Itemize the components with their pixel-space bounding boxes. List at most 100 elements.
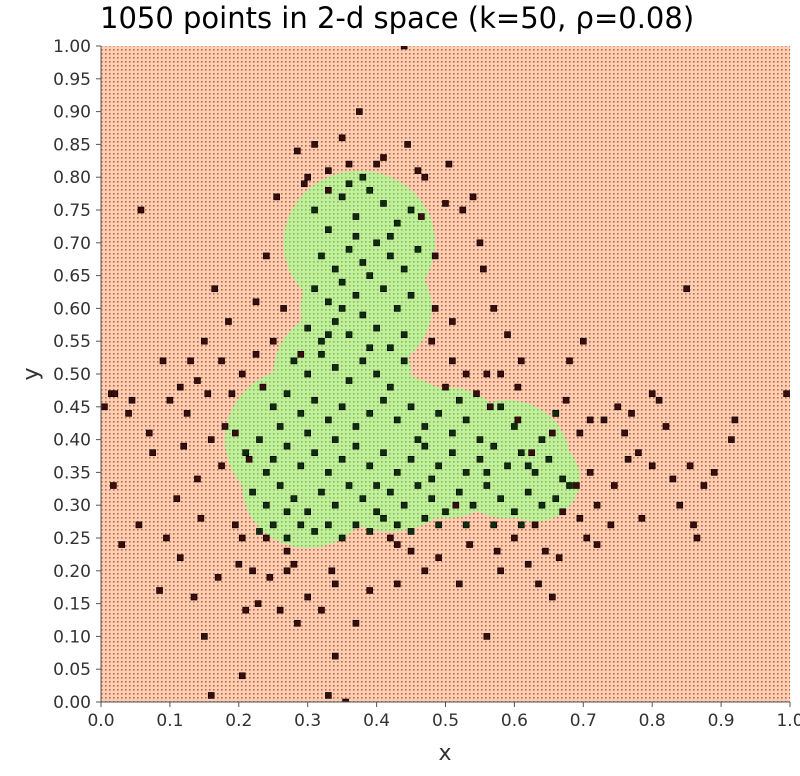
y-tick-label: 0.75 <box>53 201 91 221</box>
cluster-point <box>511 508 518 516</box>
outlier-point <box>731 416 739 424</box>
outlier-point <box>586 469 594 476</box>
outlier-point <box>242 606 249 614</box>
outlier-point <box>128 396 136 404</box>
cluster-point <box>366 272 374 279</box>
cluster-point <box>387 232 394 240</box>
cluster-point <box>407 403 415 411</box>
outlier-point <box>490 305 498 312</box>
cluster-point <box>490 521 498 529</box>
x-tick-label: 0.6 <box>501 711 528 731</box>
cluster-point <box>524 488 532 496</box>
outlier-point <box>328 567 336 575</box>
y-tick-label: 0.95 <box>53 70 91 90</box>
cluster-point <box>393 469 401 476</box>
outlier-point <box>304 173 312 181</box>
outlier-point <box>111 390 119 397</box>
cluster-point <box>338 278 346 286</box>
cluster-point <box>524 462 532 470</box>
outlier-point <box>648 462 656 470</box>
outlier-point <box>421 567 429 575</box>
outlier-point <box>583 534 591 542</box>
outlier-point <box>356 108 363 115</box>
outlier-point <box>259 383 267 391</box>
y-tick-label: 0.00 <box>53 693 91 713</box>
cluster-point <box>497 495 504 502</box>
outlier-point <box>149 449 156 457</box>
cluster-point <box>407 206 415 214</box>
cluster-point <box>483 469 491 476</box>
outlier-point <box>387 534 394 542</box>
cluster-point <box>290 495 298 502</box>
outlier-point <box>607 521 615 529</box>
cluster-point <box>476 455 484 463</box>
outlier-point <box>225 318 232 325</box>
outlier-point <box>163 534 170 542</box>
outlier-point <box>573 482 580 489</box>
cluster-point <box>373 324 380 332</box>
cluster-point <box>304 429 312 437</box>
cluster-point <box>393 416 401 424</box>
y-tick-label: 0.10 <box>53 627 91 647</box>
cluster-point <box>373 508 380 516</box>
outlier-point <box>493 547 501 555</box>
outlier-point <box>504 331 511 338</box>
outlier-point <box>252 298 260 306</box>
outlier-point <box>662 423 670 430</box>
cluster-point <box>387 344 394 352</box>
outlier-point <box>176 383 184 391</box>
cluster-point <box>545 455 553 463</box>
cluster-point <box>345 482 353 489</box>
outlier-point <box>187 357 194 365</box>
cluster-point <box>497 403 504 411</box>
outlier-point <box>683 285 690 293</box>
cluster-region-lobe <box>490 436 580 522</box>
cluster-point <box>269 403 277 411</box>
outlier-point <box>269 337 277 345</box>
outlier-point <box>252 351 260 358</box>
outlier-point <box>283 567 291 575</box>
outlier-point <box>245 455 253 463</box>
cluster-point <box>338 455 346 463</box>
cluster-point <box>311 528 318 535</box>
cluster-point <box>462 416 470 424</box>
outlier-point <box>176 554 184 561</box>
outlier-point <box>238 672 246 680</box>
cluster-point <box>414 482 422 489</box>
outlier-point <box>380 154 387 161</box>
outlier-point <box>559 508 566 516</box>
cluster-point <box>559 475 566 483</box>
cluster-point <box>331 318 339 325</box>
outlier-point <box>366 587 374 594</box>
outlier-point <box>145 429 153 437</box>
outlier-point <box>431 305 439 312</box>
cluster-point <box>366 528 374 535</box>
cluster-point <box>380 515 387 522</box>
cluster-point <box>373 482 380 489</box>
outlier-point <box>449 357 456 365</box>
outlier-point <box>254 600 262 607</box>
cluster-point <box>359 495 367 502</box>
cluster-point <box>304 324 312 332</box>
outlier-point <box>638 515 646 522</box>
cluster-point <box>311 285 318 293</box>
outlier-point <box>635 449 642 457</box>
outlier-point <box>483 370 491 378</box>
cluster-point <box>325 521 332 529</box>
cluster-point <box>400 501 408 509</box>
cluster-point <box>359 357 367 365</box>
cluster-point <box>256 528 263 535</box>
outlier-point <box>669 475 677 483</box>
cluster-point <box>462 469 470 476</box>
cluster-point <box>407 528 415 535</box>
outlier-point <box>686 462 694 470</box>
outlier-point <box>514 383 522 391</box>
outlier-point <box>101 403 108 411</box>
outlier-point <box>566 357 573 365</box>
cluster-point <box>373 239 380 247</box>
x-tick-label: 0.2 <box>225 711 252 731</box>
outlier-point <box>404 141 411 148</box>
cluster-region <box>225 170 580 548</box>
